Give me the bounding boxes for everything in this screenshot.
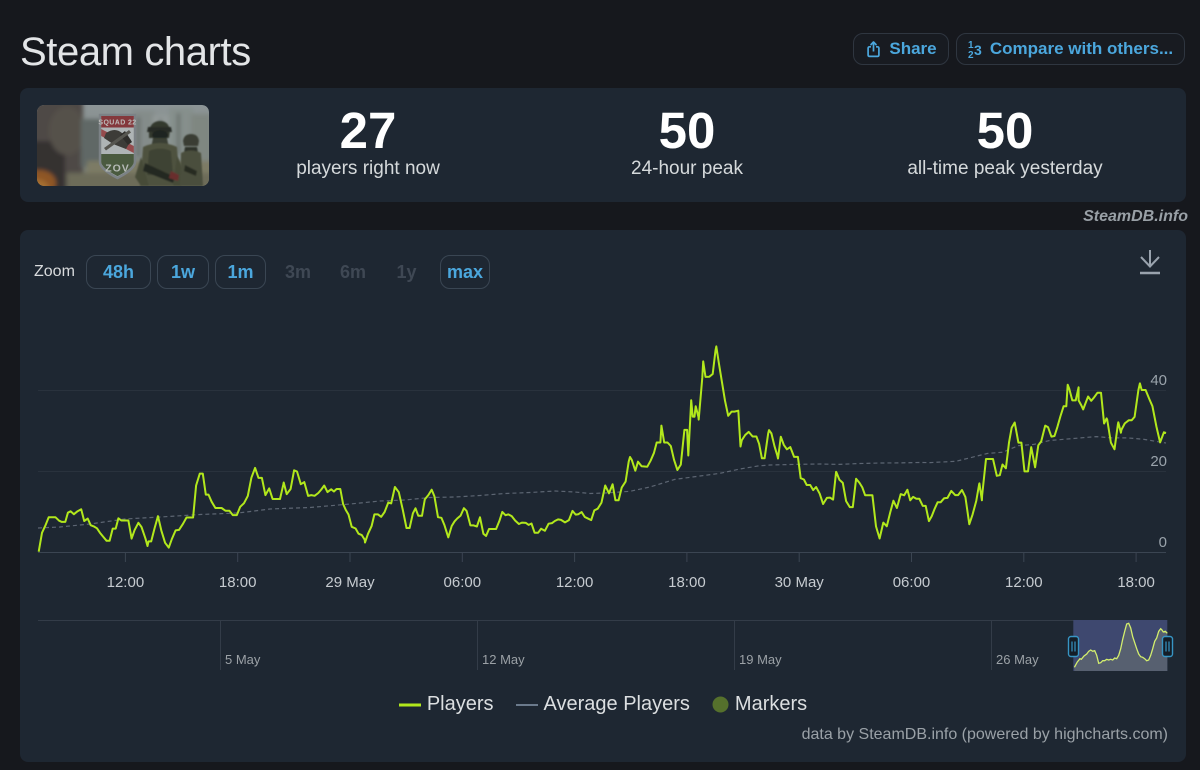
svg-text:29 May: 29 May xyxy=(325,574,375,591)
svg-text:18:00: 18:00 xyxy=(1117,574,1155,591)
svg-text:06:00: 06:00 xyxy=(444,574,482,591)
svg-text:30 May: 30 May xyxy=(775,574,825,591)
svg-text:40: 40 xyxy=(1150,372,1167,389)
svg-text:19 May: 19 May xyxy=(739,652,782,667)
svg-text:12:00: 12:00 xyxy=(1005,574,1043,591)
svg-text:0: 0 xyxy=(1159,534,1167,551)
svg-text:18:00: 18:00 xyxy=(219,574,257,591)
svg-text:26 May: 26 May xyxy=(996,652,1039,667)
svg-text:12 May: 12 May xyxy=(482,652,525,667)
svg-text:12:00: 12:00 xyxy=(107,574,145,591)
svg-text:18:00: 18:00 xyxy=(668,574,706,591)
svg-text:ZOV: ZOV xyxy=(105,163,130,175)
svg-text:12:00: 12:00 xyxy=(556,574,594,591)
svg-text:5 May: 5 May xyxy=(225,652,261,667)
svg-text:3: 3 xyxy=(974,42,982,58)
svg-text:1: 1 xyxy=(968,40,974,51)
svg-text:20: 20 xyxy=(1150,453,1167,470)
svg-text:2: 2 xyxy=(968,50,974,59)
svg-text:06:00: 06:00 xyxy=(893,574,931,591)
svg-text:SQUAD 22: SQUAD 22 xyxy=(98,120,136,127)
